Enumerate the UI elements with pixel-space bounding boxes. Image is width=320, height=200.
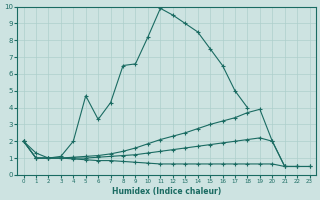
X-axis label: Humidex (Indice chaleur): Humidex (Indice chaleur): [112, 187, 221, 196]
